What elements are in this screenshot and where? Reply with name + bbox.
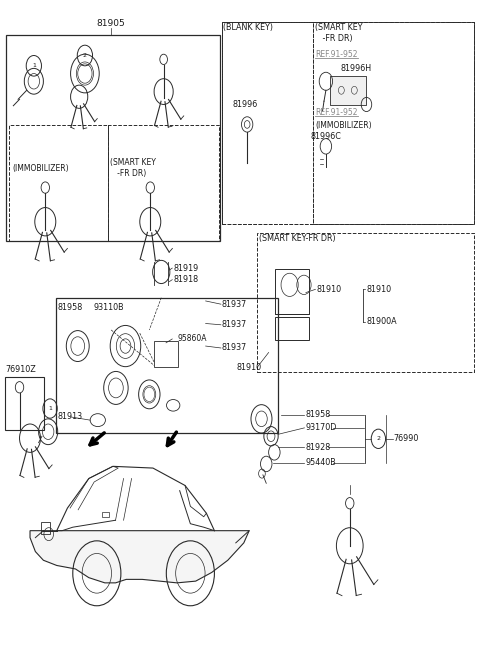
- Text: REF.91-952: REF.91-952: [315, 107, 358, 116]
- Bar: [6, 35, 220, 241]
- Text: 95440B: 95440B: [305, 458, 336, 467]
- Bar: [56, 298, 278, 433]
- Text: -FR DR): -FR DR): [110, 169, 146, 178]
- Bar: [257, 234, 474, 372]
- Text: (BLANK KEY): (BLANK KEY): [223, 23, 273, 32]
- Bar: [276, 269, 309, 314]
- Text: (SMART KEY-FR DR): (SMART KEY-FR DR): [259, 234, 336, 243]
- Bar: [9, 125, 108, 241]
- Text: (IMMOBILIZER): (IMMOBILIZER): [315, 120, 372, 129]
- Bar: [102, 512, 109, 517]
- Bar: [313, 22, 474, 224]
- Text: 76990: 76990: [394, 434, 419, 443]
- Text: 81910: 81910: [236, 363, 261, 372]
- Text: 93170D: 93170D: [305, 423, 337, 432]
- Bar: [330, 76, 366, 105]
- Text: 1: 1: [32, 63, 36, 69]
- Text: 81910: 81910: [316, 285, 341, 294]
- Text: 81900A: 81900A: [366, 317, 397, 326]
- Text: 81937: 81937: [222, 320, 247, 329]
- Text: 81958: 81958: [58, 303, 83, 312]
- Bar: [154, 341, 178, 367]
- Text: 81919: 81919: [173, 263, 198, 272]
- Text: 93110B: 93110B: [93, 303, 124, 312]
- Text: REF.91-952: REF.91-952: [315, 50, 358, 59]
- Text: 81996C: 81996C: [311, 132, 341, 141]
- Bar: [222, 22, 313, 224]
- Bar: [222, 22, 474, 224]
- Bar: [5, 377, 44, 430]
- Text: 81937: 81937: [222, 300, 247, 309]
- Text: (IMMOBILIZER): (IMMOBILIZER): [12, 164, 69, 173]
- Polygon shape: [30, 531, 249, 583]
- Text: 2: 2: [83, 53, 87, 58]
- Text: 2: 2: [376, 436, 380, 441]
- Text: 81918: 81918: [173, 275, 198, 284]
- Text: 81937: 81937: [222, 344, 247, 353]
- Text: -FR DR): -FR DR): [315, 34, 353, 43]
- Text: 81905: 81905: [97, 19, 126, 28]
- Text: 81958: 81958: [305, 410, 331, 419]
- Bar: [276, 317, 309, 340]
- Text: (SMART KEY: (SMART KEY: [110, 158, 156, 167]
- Bar: [41, 522, 50, 534]
- Text: 81996H: 81996H: [340, 64, 372, 73]
- Text: 95860A: 95860A: [177, 334, 206, 344]
- Text: 81996: 81996: [232, 100, 257, 109]
- Text: 76910Z: 76910Z: [5, 366, 36, 375]
- Text: 81910: 81910: [366, 285, 392, 294]
- Text: (SMART KEY: (SMART KEY: [315, 23, 363, 32]
- Text: 81913: 81913: [58, 412, 83, 421]
- Text: 81928: 81928: [305, 443, 331, 452]
- Text: 1: 1: [48, 406, 52, 411]
- Bar: [108, 125, 218, 241]
